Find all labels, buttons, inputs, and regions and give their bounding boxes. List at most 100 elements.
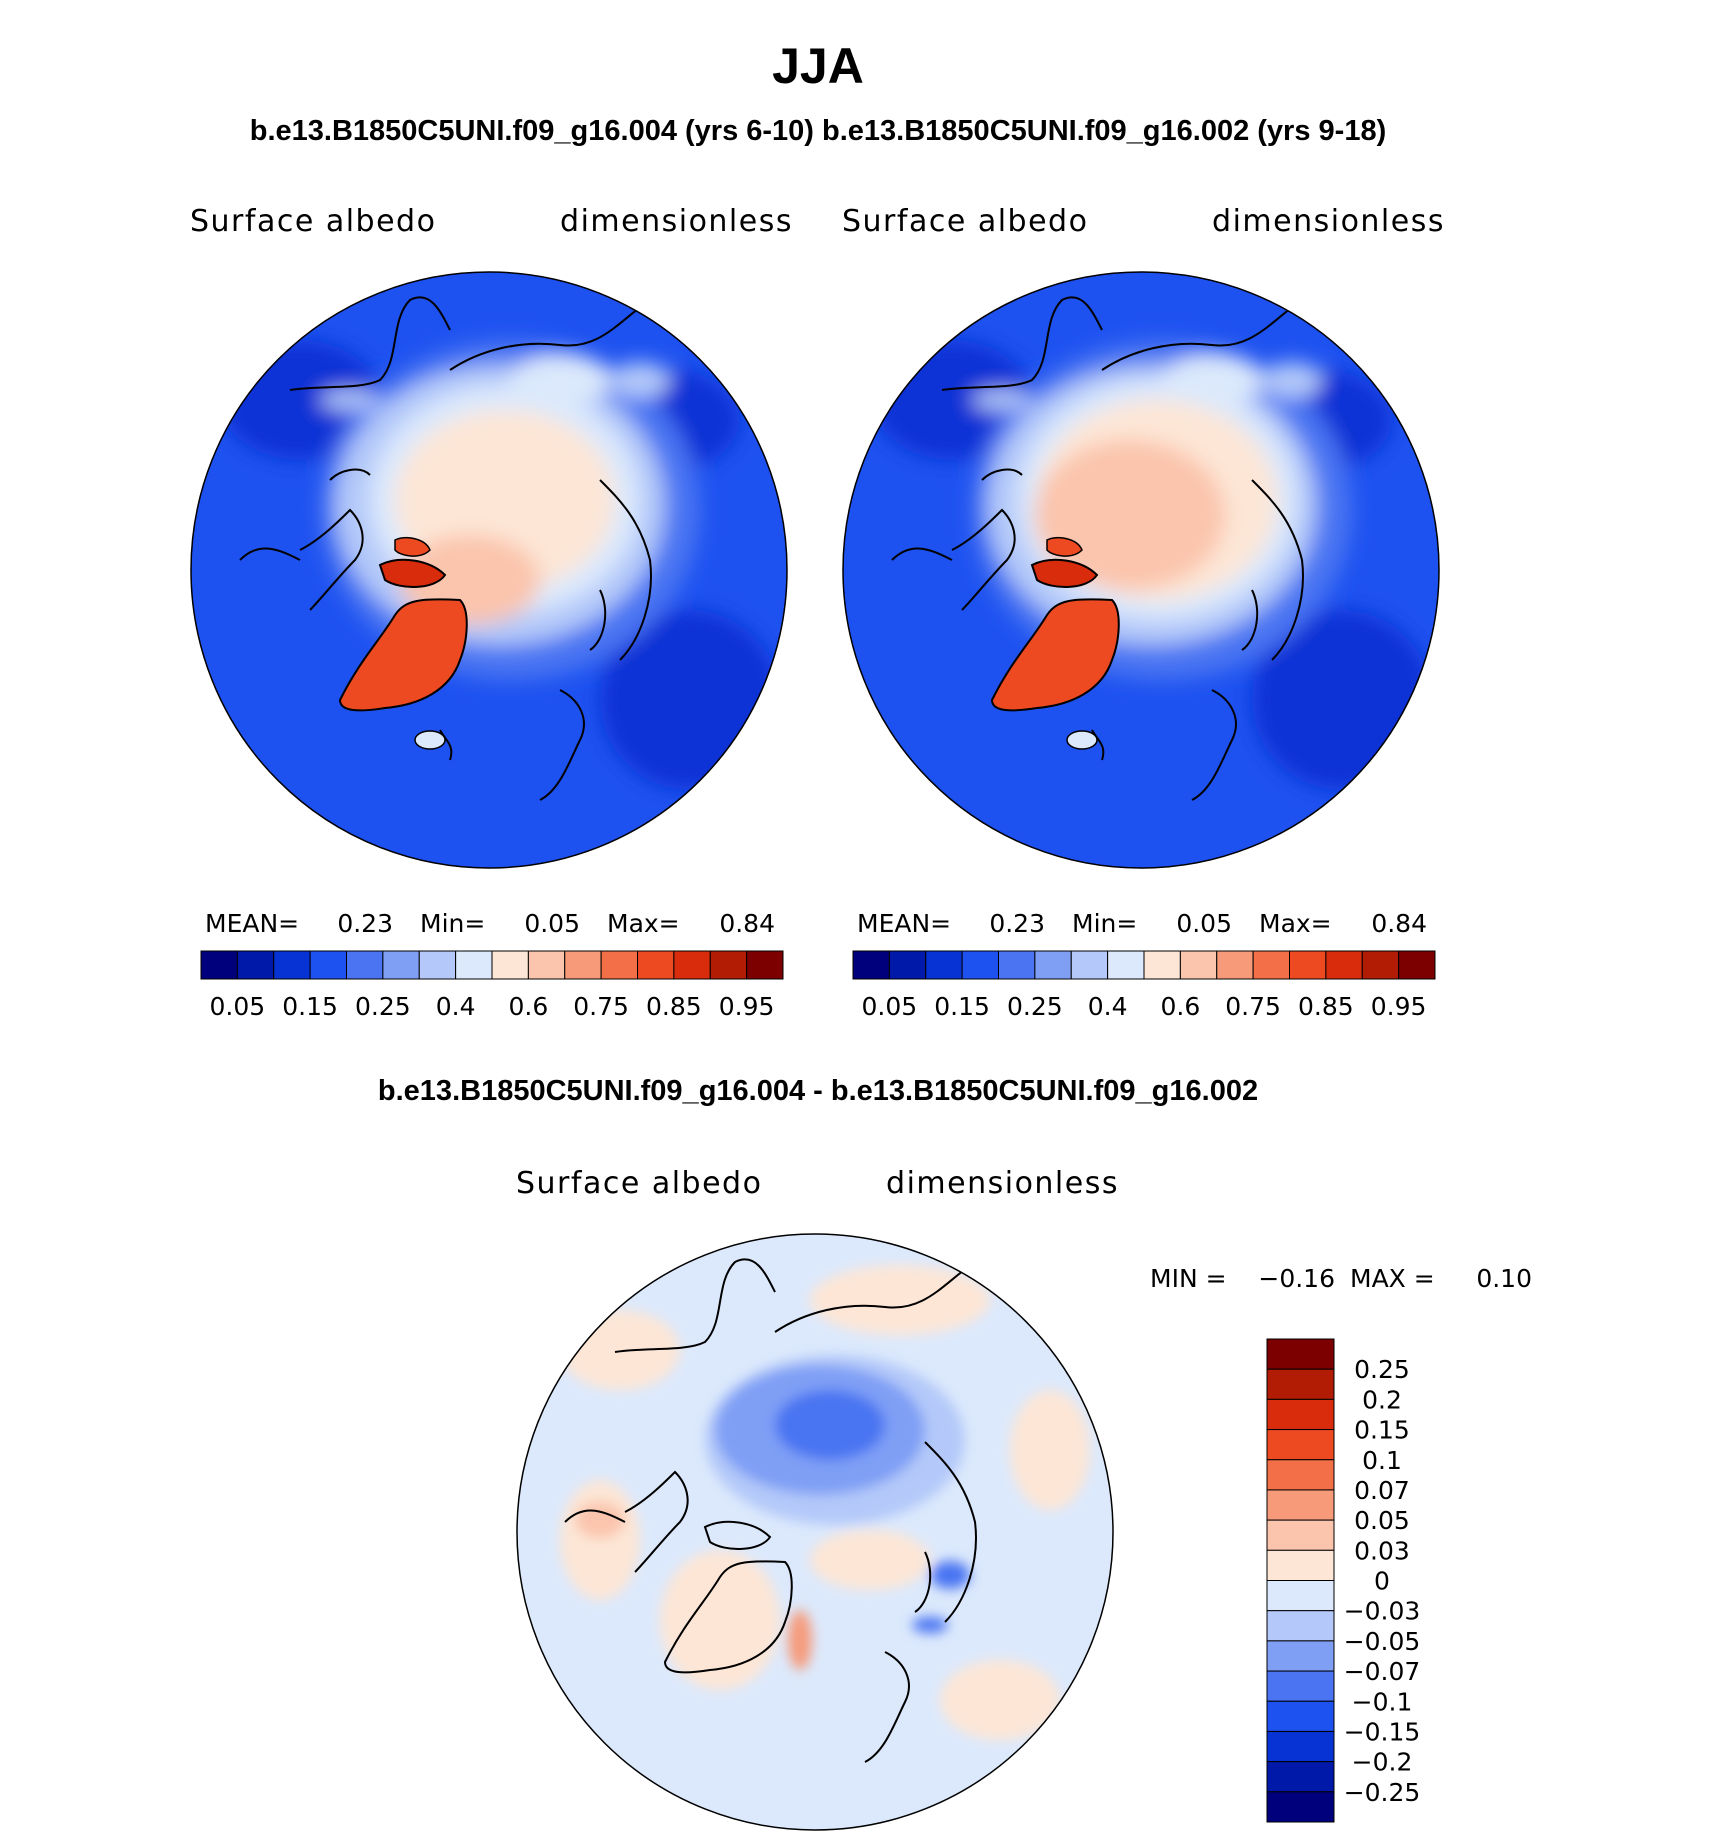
panel-1-colorbar-tick-4: 0.6 — [508, 992, 548, 1021]
diff-colorbar-tick-9: −0.05 — [1344, 1627, 1421, 1656]
panel-1-colorbar-tick-7: 0.95 — [719, 992, 775, 1021]
panel-1-colorbar-swatch-14 — [709, 950, 748, 980]
diff-colorbar-tick-3: 0.1 — [1362, 1446, 1402, 1475]
panel-2-colorbar-tick-4: 0.6 — [1160, 992, 1200, 1021]
diff-max-value: 0.10 — [1476, 1264, 1532, 1293]
panel-1-min-value: 0.05 — [524, 909, 580, 938]
panel-1-colorbar-swatch-1 — [236, 950, 275, 980]
diff-colorbar-tick-5: 0.05 — [1354, 1506, 1410, 1535]
panel-1-units: dimensionless — [560, 204, 793, 239]
panel-1-colorbar-swatch-10 — [564, 950, 602, 980]
panel-1-colorbar-tick-3: 0.4 — [436, 992, 476, 1021]
panel-2-min-value: 0.05 — [1176, 909, 1232, 938]
diff-colorbar-tick-0: 0.25 — [1354, 1355, 1410, 1384]
panel-2-variable: Surface albedo — [842, 204, 1088, 239]
diff-min-value: −0.16 — [1258, 1264, 1335, 1293]
panel-2-colorbar-ticks: 0.05 0.15 0.25 0.4 0.6 0.75 0.85 0.95 — [862, 992, 1427, 1021]
panel-2-colorbar-tick-5: 0.75 — [1225, 992, 1281, 1021]
diff-colorbar-swatch-10 — [1266, 1640, 1335, 1672]
season-title: JJA — [772, 38, 864, 94]
panel-1-greenland — [338, 598, 468, 712]
diff-min-label: MIN = — [1150, 1264, 1227, 1293]
diff-colorbar-swatch-4 — [1266, 1459, 1335, 1491]
panel-2-colorbar-swatch-13 — [1325, 950, 1363, 980]
panel-2-colorbar-tick-2: 0.25 — [1007, 992, 1063, 1021]
panel-2-colorbar — [852, 950, 1436, 980]
panel-2-max-value: 0.84 — [1371, 909, 1427, 938]
panel-2-colorbar-swatch-15 — [1398, 950, 1436, 980]
panel-1-colorbar-swatch-2 — [273, 950, 311, 980]
diff-colorbar-tick-4: 0.07 — [1354, 1476, 1410, 1505]
panel-2-colorbar-swatch-4 — [998, 950, 1036, 980]
diff-colorbar-tick-2: 0.15 — [1354, 1416, 1410, 1445]
diff-colorbar-swatch-5 — [1266, 1489, 1335, 1521]
diff-colorbar-tick-1: 0.2 — [1362, 1385, 1402, 1414]
panel-2-colorbar-swatch-1 — [888, 950, 927, 980]
panel-2-colorbar-swatch-2 — [925, 950, 963, 980]
diff-colorbar-swatch-12 — [1266, 1700, 1335, 1732]
panel-2-units: dimensionless — [1212, 204, 1445, 239]
diff-colorbar-tick-11: −0.1 — [1352, 1687, 1413, 1716]
diff-field — [560, 1265, 1090, 1740]
diff-colorbar-tick-6: 0.03 — [1354, 1536, 1410, 1565]
panel-1-min-label: Min= — [420, 909, 485, 938]
panel-1-colorbar-swatch-6 — [418, 950, 457, 980]
panel-1-colorbar-tick-0: 0.05 — [210, 992, 266, 1021]
top-header: b.e13.B1850C5UNI.f09_g16.004 (yrs 6-10) … — [250, 115, 1386, 147]
panel-2-colorbar-swatch-0 — [852, 950, 890, 980]
diff-colorbar-tick-10: −0.07 — [1344, 1657, 1421, 1686]
panel-2-field — [872, 340, 1432, 790]
panel-2-max-label: Max= — [1259, 909, 1332, 938]
panel-2-colorbar-swatch-7 — [1107, 950, 1145, 980]
panel-1-colorbar-swatch-8 — [491, 950, 529, 980]
panel-1-colorbar-ticks: 0.05 0.15 0.25 0.4 0.6 0.75 0.85 0.95 — [210, 992, 775, 1021]
diff-colorbar-tick-14: −0.25 — [1344, 1778, 1421, 1807]
diff-header: b.e13.B1850C5UNI.f09_g16.004 - b.e13.B18… — [378, 1075, 1258, 1107]
diff-colorbar-swatch-13 — [1266, 1730, 1335, 1763]
panel-1-mean-label: MEAN= — [205, 909, 299, 938]
panel-2-colorbar-swatch-6 — [1070, 950, 1109, 980]
panel-2-colorbar-swatch-8 — [1143, 950, 1181, 980]
panel-1-colorbar — [200, 950, 784, 980]
panel-1-colorbar-swatch-13 — [673, 950, 711, 980]
panel-2-mean-label: MEAN= — [857, 909, 951, 938]
panel-2-colorbar-tick-3: 0.4 — [1088, 992, 1128, 1021]
diff-colorbar-swatch-2 — [1266, 1398, 1335, 1431]
panel-2-colorbar-swatch-3 — [961, 950, 999, 980]
panel-2-greenland — [990, 598, 1120, 712]
diff-colorbar-tick-12: −0.15 — [1344, 1717, 1421, 1746]
diff-colorbar-swatch-9 — [1266, 1610, 1335, 1642]
panel-2-min-label: Min= — [1072, 909, 1137, 938]
panel-2-colorbar-swatch-11 — [1252, 950, 1290, 980]
panel-2-colorbar-tick-1: 0.15 — [934, 992, 990, 1021]
panel-2: Surface albedo dimensionless — [842, 204, 1445, 1021]
panel-1-mean-value: 0.23 — [337, 909, 393, 938]
diff-colorbar-swatch-3 — [1266, 1429, 1335, 1461]
difference-panel: Surface albedo dimensionless — [516, 1166, 1532, 1831]
diff-colorbar-swatch-0 — [1266, 1338, 1335, 1370]
panel-1-colorbar-tick-2: 0.25 — [355, 992, 411, 1021]
panel-1-field — [220, 340, 780, 790]
panel-1-colorbar-swatch-9 — [527, 950, 566, 980]
panel-1-max-label: Max= — [607, 909, 680, 938]
panel-1-colorbar-swatch-15 — [746, 950, 784, 980]
panel-2-colorbar-tick-7: 0.95 — [1371, 992, 1427, 1021]
diff-map — [517, 1234, 1113, 1830]
panel-1-colorbar-tick-1: 0.15 — [282, 992, 338, 1021]
diff-colorbar-swatch-1 — [1266, 1368, 1335, 1400]
panel-1-colorbar-swatch-3 — [309, 950, 347, 980]
diff-colorbar-swatch-6 — [1266, 1519, 1335, 1551]
panel-1-variable: Surface albedo — [190, 204, 436, 239]
diff-colorbar-tick-8: −0.03 — [1344, 1597, 1421, 1626]
panel-2-colorbar-swatch-10 — [1216, 950, 1254, 980]
panel-2-colorbar-swatch-9 — [1179, 950, 1218, 980]
panel-2-colorbar-tick-6: 0.85 — [1298, 992, 1354, 1021]
panel-2-mean-value: 0.23 — [989, 909, 1045, 938]
panel-1-colorbar-tick-5: 0.75 — [573, 992, 629, 1021]
panel-2-colorbar-tick-0: 0.05 — [862, 992, 918, 1021]
panel-1-map — [191, 272, 787, 868]
panel-1-max-value: 0.84 — [719, 909, 775, 938]
diff-colorbar-swatch-14 — [1266, 1761, 1335, 1793]
panel-1-colorbar-tick-6: 0.85 — [646, 992, 702, 1021]
